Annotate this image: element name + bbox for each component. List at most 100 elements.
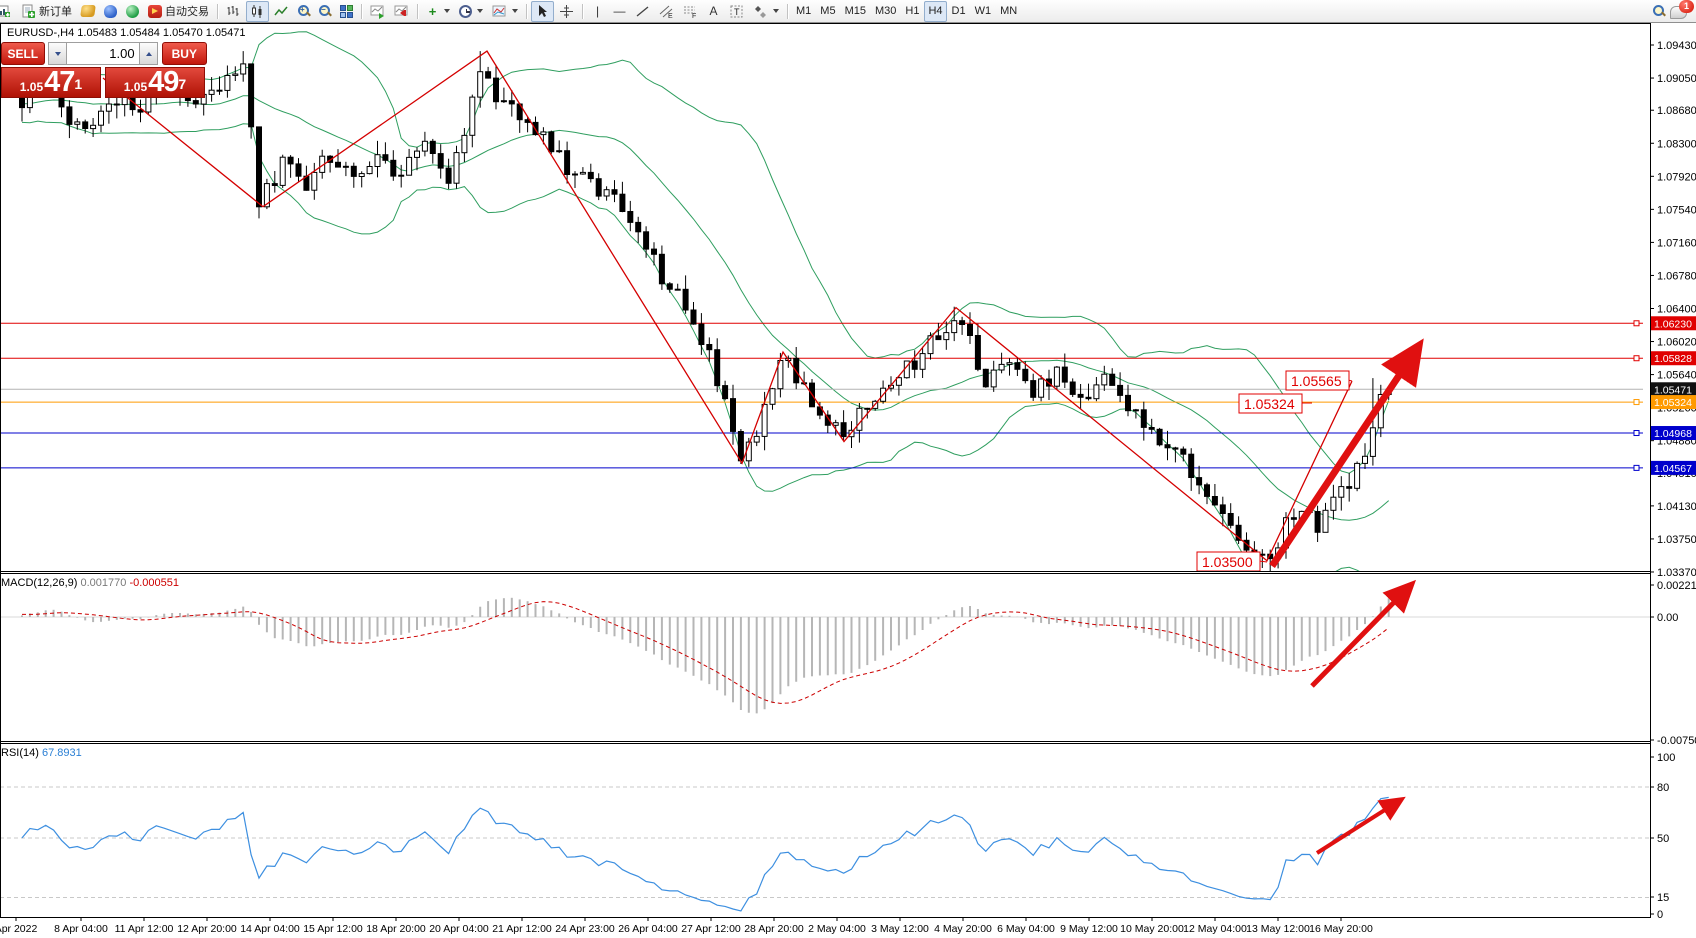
zoom-in-button[interactable]: +	[294, 1, 314, 22]
new-order-label: 新订单	[39, 6, 72, 18]
one-click-trading-panel: SELL 1.00 BUY 1.05 47 1 1.05 49 7	[1, 42, 207, 98]
tf-w1-button[interactable]: W1	[974, 5, 992, 17]
signals-icon	[126, 4, 139, 18]
tf-d1-button[interactable]: D1	[951, 5, 966, 17]
auto-scroll-icon	[370, 4, 385, 19]
vertical-line-button[interactable]: |	[587, 1, 608, 22]
indicators-button[interactable]: +	[422, 1, 454, 22]
vertical-line-icon: |	[595, 3, 600, 18]
cursor-button[interactable]	[531, 0, 554, 22]
svg-text:1.04130: 1.04130	[1657, 501, 1696, 513]
chart-shift-button[interactable]	[390, 1, 413, 22]
svg-text:4 May 20:00: 4 May 20:00	[934, 923, 992, 935]
svg-text:20 Apr 04:00: 20 Apr 04:00	[429, 923, 489, 935]
line-chart-button[interactable]	[270, 1, 293, 22]
shapes-icon	[753, 4, 768, 19]
tf-h4-button[interactable]: H4	[924, 0, 947, 22]
volume-increase-button[interactable]	[138, 42, 158, 65]
volume-input[interactable]: 1.00	[66, 42, 139, 65]
tf-m5-button[interactable]: M5	[820, 5, 836, 17]
buy-price-big: 49	[148, 66, 179, 98]
svg-text:1.09430: 1.09430	[1657, 40, 1696, 52]
svg-text:11 Apr 12:00: 11 Apr 12:00	[115, 923, 174, 935]
svg-text:Apr 2022: Apr 2022	[0, 923, 37, 935]
svg-text:1.07160: 1.07160	[1657, 237, 1696, 249]
templates-button[interactable]	[488, 1, 522, 22]
notifications-button[interactable]: 1	[1670, 0, 1694, 19]
macd-signal-value: -0.000551	[129, 577, 179, 589]
svg-text:18 Apr 20:00: 18 Apr 20:00	[366, 923, 426, 935]
svg-text:1.08680: 1.08680	[1657, 105, 1696, 117]
tf-m30-button[interactable]: M30	[874, 5, 897, 17]
sell-button[interactable]: SELL	[1, 42, 45, 65]
timeframe-group: M1 M5 M15 M30 H1 H4 D1 W1 MN	[792, 0, 1021, 22]
tf-m1-button[interactable]: M1	[796, 5, 812, 17]
bar-chart-button[interactable]	[222, 1, 245, 22]
new-chart-button[interactable]	[0, 1, 16, 22]
signals-button[interactable]	[122, 1, 143, 22]
zigzag-lines	[102, 50, 1353, 562]
templates-icon	[492, 4, 507, 19]
label-tool-icon: T	[729, 4, 744, 19]
search-button[interactable]	[1649, 1, 1669, 22]
macd-label: MACD(12,26,9) 0.001770 -0.000551	[1, 577, 179, 589]
svg-text:1.07920: 1.07920	[1657, 171, 1696, 183]
horizontal-line-icon: —	[613, 3, 626, 18]
fibonacci-button[interactable]: F	[679, 1, 702, 22]
chevron-down-icon	[477, 9, 483, 13]
svg-text:15: 15	[1657, 892, 1669, 904]
svg-text:16 May 20:00: 16 May 20:00	[1309, 923, 1373, 935]
community-button[interactable]	[100, 1, 121, 22]
horizontal-levels	[0, 320, 1643, 471]
chevron-down-icon	[512, 9, 518, 13]
svg-text:1.05324: 1.05324	[1244, 396, 1295, 412]
sell-price-big: 47	[44, 66, 75, 98]
svg-text:12 Apr 20:00: 12 Apr 20:00	[177, 923, 237, 935]
volume-stepper: 1.00	[47, 42, 158, 65]
zoom-out-button[interactable]: −	[315, 1, 335, 22]
autotrading-button[interactable]: 自动交易	[144, 1, 213, 22]
crosshair-button[interactable]	[555, 1, 578, 22]
volume-decrease-button[interactable]	[47, 42, 67, 65]
svg-text:14 Apr 04:00: 14 Apr 04:00	[240, 923, 300, 935]
svg-text:1.05828: 1.05828	[1654, 353, 1692, 365]
rsi-name: RSI(14)	[1, 747, 39, 759]
bollinger-bands	[21, 31, 1390, 571]
buy-button[interactable]: BUY	[161, 42, 207, 65]
sell-price-tile[interactable]: 1.05 47 1	[1, 67, 101, 98]
svg-text:100: 100	[1657, 752, 1675, 764]
chart-shift-icon	[394, 4, 409, 19]
channel-button[interactable]: E	[655, 1, 678, 22]
trendline-button[interactable]	[631, 1, 654, 22]
svg-text:1.05324: 1.05324	[1654, 397, 1692, 409]
label-tool-button[interactable]: T	[725, 1, 748, 22]
tf-h1-button[interactable]: H1	[905, 5, 920, 17]
svg-text:2 May 04:00: 2 May 04:00	[808, 923, 866, 935]
horizontal-line-button[interactable]: —	[609, 1, 630, 22]
tile-windows-button[interactable]	[336, 1, 357, 22]
metaeditor-icon	[80, 5, 96, 17]
svg-text:1.05565: 1.05565	[1291, 373, 1342, 389]
svg-text:1.07540: 1.07540	[1657, 204, 1696, 216]
toolbar: 新订单 自动交易 + − + | — E F A T M1 M5 M15 M30 H1 H…	[0, 0, 1696, 23]
text-tool-button[interactable]: A	[703, 1, 724, 22]
crosshair-icon	[559, 4, 574, 19]
svg-text:1.06020: 1.06020	[1657, 337, 1696, 349]
shapes-button[interactable]	[749, 1, 783, 22]
channel-icon: E	[659, 4, 674, 19]
tf-m15-button[interactable]: M15	[844, 5, 866, 17]
buy-price-tile[interactable]: 1.05 49 7	[105, 67, 205, 98]
svg-text:1.09050: 1.09050	[1657, 73, 1696, 85]
candlestick-chart-button[interactable]	[246, 0, 269, 22]
toolbar-separator	[417, 3, 418, 19]
bar-chart-icon	[226, 4, 241, 19]
metaeditor-button[interactable]	[77, 1, 99, 22]
svg-text:12 May 04:00: 12 May 04:00	[1183, 923, 1247, 935]
macd-name: MACD(12,26,9)	[1, 577, 78, 589]
periods-button[interactable]	[455, 1, 487, 22]
tf-mn-button[interactable]: MN	[1000, 5, 1018, 17]
new-order-button[interactable]: 新订单	[17, 1, 76, 22]
auto-scroll-button[interactable]	[366, 1, 389, 22]
